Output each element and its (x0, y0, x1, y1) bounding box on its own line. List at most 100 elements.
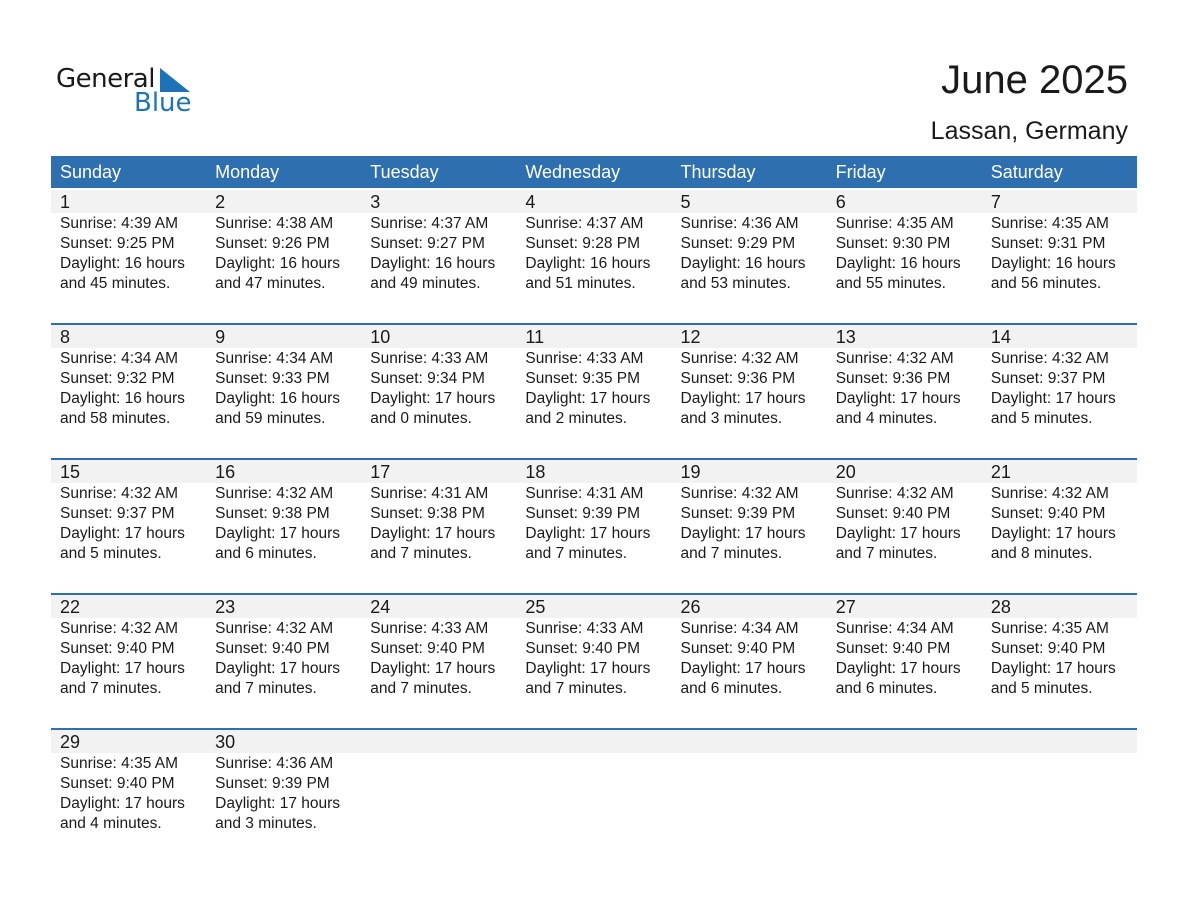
day-cell: 18 Sunrise: 4:31 AM Sunset: 9:39 PM Dayligh… (516, 460, 671, 564)
sunset-text: Sunset: 9:38 PM (370, 505, 485, 522)
day-number-band (51, 190, 1137, 213)
sunset-text: Sunset: 9:39 PM (525, 505, 640, 522)
daylight-text: Daylight: 17 hours (835, 390, 961, 407)
day-cell: 11 Sunrise: 4:33 AM Sunset: 9:35 PM Dayligh… (516, 325, 671, 429)
day-number-band (51, 595, 1137, 618)
daylight-minutes-text: and 3 minutes. (680, 410, 783, 427)
daylight-minutes-text: and 53 minutes. (680, 275, 791, 292)
sunset-text: Sunset: 9:33 PM (215, 370, 330, 387)
sunset-text: Sunset: 9:34 PM (370, 370, 485, 387)
daylight-text: Daylight: 17 hours (215, 660, 341, 677)
daylight-text: Daylight: 17 hours (990, 525, 1116, 542)
sunset-text: Sunset: 9:40 PM (370, 640, 485, 657)
day-cell: 3 Sunrise: 4:37 AM Sunset: 9:27 PM Daylight… (361, 190, 516, 294)
sunrise-text: Sunrise: 4:32 AM (835, 485, 954, 502)
day-number: 15 (60, 462, 81, 482)
day-number: 20 (835, 462, 856, 482)
sunset-text: Sunset: 9:31 PM (990, 235, 1106, 252)
location: Lassan, Germany (930, 117, 1128, 145)
sunrise-text: Sunrise: 4:35 AM (835, 215, 954, 232)
daylight-minutes-text: and 56 minutes. (990, 275, 1102, 292)
day-number: 13 (835, 327, 856, 347)
day-cell: 9 Sunrise: 4:34 AM Sunset: 9:33 PM Daylight… (206, 325, 361, 429)
daylight-minutes-text: and 4 minutes. (60, 815, 162, 832)
day-cell: 20 Sunrise: 4:32 AM Sunset: 9:40 PM Dayligh… (827, 460, 982, 564)
sunrise-text: Sunrise: 4:38 AM (215, 215, 334, 232)
day-cell: 27 Sunrise: 4:34 AM Sunset: 9:40 PM Dayligh… (827, 595, 982, 699)
sunrise-text: Sunrise: 4:32 AM (680, 485, 799, 502)
weekday-monday: Monday (215, 162, 280, 182)
week-row: 29 Sunrise: 4:35 AM Sunset: 9:40 PM Dayligh… (51, 728, 1137, 863)
sunrise-text: Sunrise: 4:34 AM (215, 350, 334, 367)
daylight-minutes-text: and 5 minutes. (990, 680, 1093, 697)
sunset-text: Sunset: 9:37 PM (990, 370, 1106, 387)
daylight-text: Daylight: 16 hours (60, 390, 185, 407)
sunset-text: Sunset: 9:38 PM (215, 505, 330, 522)
day-number: 21 (990, 462, 1011, 482)
daylight-minutes-text: and 51 minutes. (525, 275, 636, 292)
day-number: 10 (370, 327, 391, 347)
day-number: 7 (990, 192, 1001, 212)
daylight-minutes-text: and 59 minutes. (215, 410, 326, 427)
day-number: 6 (835, 192, 846, 212)
daylight-minutes-text: and 7 minutes. (835, 545, 938, 562)
day-cell: 23 Sunrise: 4:32 AM Sunset: 9:40 PM Dayligh… (206, 595, 361, 699)
day-number: 4 (525, 192, 536, 212)
daylight-minutes-text: and 7 minutes. (215, 680, 317, 697)
day-cell: 2 Sunrise: 4:38 AM Sunset: 9:26 PM Daylight… (206, 190, 361, 294)
daylight-text: Daylight: 17 hours (370, 660, 496, 677)
daylight-text: Daylight: 17 hours (525, 660, 651, 677)
daylight-minutes-text: and 7 minutes. (370, 545, 472, 562)
sunset-text: Sunset: 9:40 PM (525, 640, 640, 657)
sunset-text: Sunset: 9:28 PM (525, 235, 640, 252)
daylight-text: Daylight: 17 hours (60, 795, 185, 812)
daylight-text: Daylight: 17 hours (835, 525, 961, 542)
daylight-text: Daylight: 17 hours (680, 390, 806, 407)
weekday-header: Sunday Monday Tuesday Wednesday Thursday Frid… (51, 156, 1137, 188)
day-number: 19 (680, 462, 701, 482)
daylight-minutes-text: and 7 minutes. (60, 680, 162, 697)
day-cell: 25 Sunrise: 4:33 AM Sunset: 9:40 PM Dayligh… (516, 595, 671, 699)
week-row: 8 Sunrise: 4:34 AM Sunset: 9:32 PM Daylight… (51, 323, 1137, 458)
sunset-text: Sunset: 9:32 PM (60, 370, 175, 387)
daylight-text: Daylight: 16 hours (60, 255, 185, 272)
sunrise-text: Sunrise: 4:35 AM (990, 620, 1109, 637)
sunrise-text: Sunrise: 4:33 AM (370, 350, 489, 367)
week-row: 22 Sunrise: 4:32 AM Sunset: 9:40 PM Dayligh… (51, 593, 1137, 728)
day-number: 30 (215, 732, 236, 752)
daylight-text: Daylight: 17 hours (525, 525, 651, 542)
daylight-minutes-text: and 7 minutes. (525, 545, 628, 562)
day-number: 22 (60, 597, 81, 617)
day-cell: 28 Sunrise: 4:35 AM Sunset: 9:40 PM Dayligh… (982, 595, 1137, 699)
daylight-text: Daylight: 17 hours (215, 525, 341, 542)
daylight-text: Daylight: 17 hours (990, 660, 1116, 677)
sunrise-text: Sunrise: 4:37 AM (370, 215, 489, 232)
day-number: 11 (525, 327, 545, 347)
day-number: 16 (215, 462, 236, 482)
daylight-minutes-text: and 6 minutes. (215, 545, 317, 562)
sunset-text: Sunset: 9:35 PM (525, 370, 640, 387)
sunrise-text: Sunrise: 4:37 AM (525, 215, 644, 232)
day-number: 12 (680, 327, 701, 347)
day-cell: 12 Sunrise: 4:32 AM Sunset: 9:36 PM Dayligh… (672, 325, 827, 429)
day-number: 27 (835, 597, 856, 617)
daylight-text: Daylight: 17 hours (370, 525, 496, 542)
week-row: 1 Sunrise: 4:39 AM Sunset: 9:25 PM Daylight… (51, 188, 1137, 323)
sunrise-text: Sunrise: 4:36 AM (680, 215, 799, 232)
day-number-band (51, 730, 1137, 753)
daylight-minutes-text: and 47 minutes. (215, 275, 326, 292)
daylight-text: Daylight: 17 hours (215, 795, 341, 812)
daylight-text: Daylight: 17 hours (525, 390, 651, 407)
day-number: 18 (525, 462, 546, 482)
day-number: 5 (680, 192, 691, 212)
daylight-text: Daylight: 16 hours (680, 255, 806, 272)
daylight-minutes-text: and 8 minutes. (990, 545, 1093, 562)
weekday-saturday: Saturday (990, 162, 1063, 182)
sunrise-text: Sunrise: 4:34 AM (60, 350, 179, 367)
sunrise-text: Sunrise: 4:36 AM (215, 755, 334, 772)
daylight-minutes-text: and 6 minutes. (835, 680, 938, 697)
daylight-text: Daylight: 16 hours (525, 255, 651, 272)
day-cell: 30 Sunrise: 4:36 AM Sunset: 9:39 PM Dayligh… (206, 730, 361, 834)
daylight-minutes-text: and 0 minutes. (370, 410, 472, 427)
daylight-text: Daylight: 17 hours (60, 660, 185, 677)
